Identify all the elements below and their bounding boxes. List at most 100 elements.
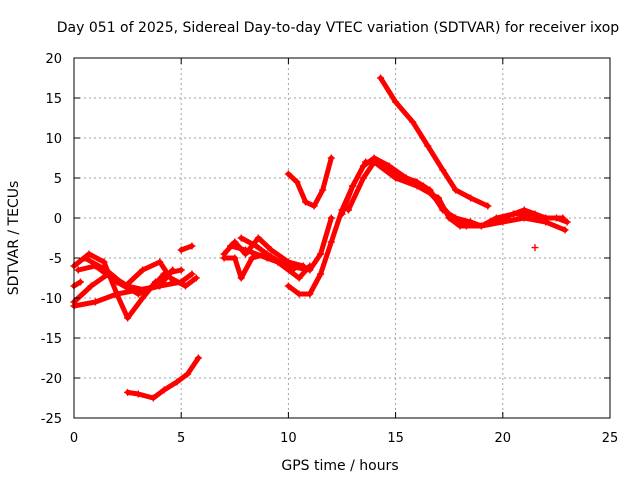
data-point [100, 258, 108, 266]
data-point [124, 314, 132, 322]
data-point [160, 386, 168, 394]
axis-ticks: 0 5 10 15 20 25 -25 -20 -15 -10 -5 0 5 10 15 20 [41, 52, 619, 446]
series-arc-l [284, 154, 470, 298]
data-point [177, 266, 185, 274]
x-tick-label: 10 [280, 431, 297, 446]
data-point [439, 166, 447, 174]
data-point [124, 388, 132, 396]
data-point [149, 282, 157, 290]
data-point [327, 238, 335, 246]
data-point [74, 266, 82, 274]
data-point [139, 266, 147, 274]
x-axis-label: GPS time / hours [281, 458, 398, 474]
data-point [139, 294, 147, 302]
data-point [274, 258, 282, 266]
data-point [349, 182, 357, 190]
data-point [237, 234, 245, 242]
data-point [327, 154, 335, 162]
y-tick-label: 5 [54, 172, 62, 187]
data-point [166, 274, 174, 282]
data-point [452, 186, 460, 194]
data-point [295, 290, 303, 298]
data-point [242, 246, 250, 254]
data-point [317, 270, 325, 278]
data-point [134, 290, 142, 298]
data-point [319, 186, 327, 194]
data-point [456, 222, 464, 230]
data-point [561, 226, 569, 234]
data-point [149, 394, 157, 402]
series-arc-g [177, 242, 196, 254]
data-point [488, 218, 496, 226]
x-tick-label: 0 [70, 431, 78, 446]
data-point [177, 246, 185, 254]
data-point [392, 174, 400, 182]
data-point [310, 202, 318, 210]
y-tick-label: 20 [45, 52, 62, 67]
data-point [445, 214, 453, 222]
y-axis-label: SDTVAR / TECUs [6, 181, 22, 296]
data-point [542, 214, 550, 222]
data-point [552, 214, 560, 222]
data-point [134, 390, 142, 398]
data-point [531, 210, 539, 218]
series-arc-p [377, 74, 492, 210]
series-line [82, 255, 199, 289]
data-point [76, 278, 84, 286]
data-point [413, 182, 421, 190]
data-point [181, 282, 189, 290]
data-point [317, 250, 325, 258]
series-arc-e [81, 254, 200, 290]
data-point [231, 238, 239, 246]
data-point [531, 244, 539, 252]
data-point [302, 198, 310, 206]
series-arc-m [284, 154, 335, 210]
data-point [392, 98, 400, 106]
data-point [102, 266, 110, 274]
data-point [295, 274, 303, 282]
data-point [293, 178, 301, 186]
data-point [434, 194, 442, 202]
data-point [113, 290, 121, 298]
x-tick-label: 25 [602, 431, 619, 446]
x-tick-label: 20 [495, 431, 512, 446]
x-tick-label: 15 [387, 431, 404, 446]
data-point [91, 298, 99, 306]
data-point [184, 370, 192, 378]
grid [74, 58, 610, 418]
data-point [85, 250, 93, 258]
data-point [359, 174, 367, 182]
data-point [121, 282, 129, 290]
data-point [510, 210, 518, 218]
series-arc-h [220, 234, 307, 270]
series-line [378, 75, 491, 209]
y-tick-label: 15 [45, 92, 62, 107]
data-point [409, 118, 417, 126]
data-point [563, 218, 571, 226]
data-point [227, 242, 235, 250]
data-point [499, 214, 507, 222]
data-point [267, 246, 275, 254]
data-point [254, 234, 262, 242]
x-tick-label: 5 [177, 431, 185, 446]
series-arc-q [488, 206, 571, 226]
data-point [156, 258, 164, 266]
data-point [338, 210, 346, 218]
data-point [248, 254, 256, 262]
data-point [284, 170, 292, 178]
data-point [284, 282, 292, 290]
data-point [192, 274, 200, 282]
data-point [252, 242, 260, 250]
data-point [87, 282, 95, 290]
y-tick-label: 10 [45, 132, 62, 147]
chart-title: Day 051 of 2025, Sidereal Day-to-day VTE… [57, 20, 620, 36]
y-tick-label: -5 [49, 252, 62, 267]
data-point [220, 254, 228, 262]
data-point [306, 262, 314, 270]
y-tick-label: -15 [41, 332, 62, 347]
data-point [484, 202, 492, 210]
data-point [231, 254, 239, 262]
series-line [339, 159, 566, 229]
data-point [520, 214, 528, 222]
data-point [173, 378, 181, 386]
